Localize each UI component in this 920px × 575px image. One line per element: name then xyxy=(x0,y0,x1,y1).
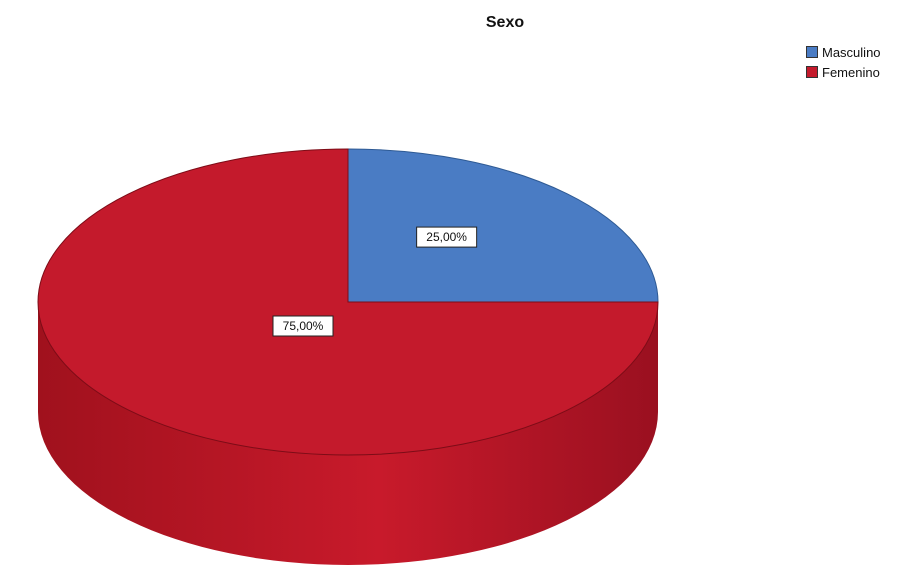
legend-item-masculino: Masculino xyxy=(806,42,881,62)
pie-slice-femenino xyxy=(37,148,659,456)
data-label-masculino: 25,00% xyxy=(426,230,467,244)
chart-title: Sexo xyxy=(485,14,525,31)
legend-item-femenino: Femenino xyxy=(806,62,881,82)
legend-swatch-masculino xyxy=(806,46,818,58)
legend-label-femenino: Femenino xyxy=(822,64,880,80)
legend: Masculino Femenino xyxy=(806,42,881,82)
data-label-femenino: 75,00% xyxy=(283,319,324,333)
legend-label-masculino: Masculino xyxy=(822,44,881,60)
pie-side-wall xyxy=(38,302,658,565)
legend-swatch-femenino xyxy=(806,66,818,78)
data-label-femenino-box xyxy=(272,315,334,337)
data-label-masculino-box xyxy=(416,226,478,248)
pie-slice-masculino xyxy=(347,148,659,303)
